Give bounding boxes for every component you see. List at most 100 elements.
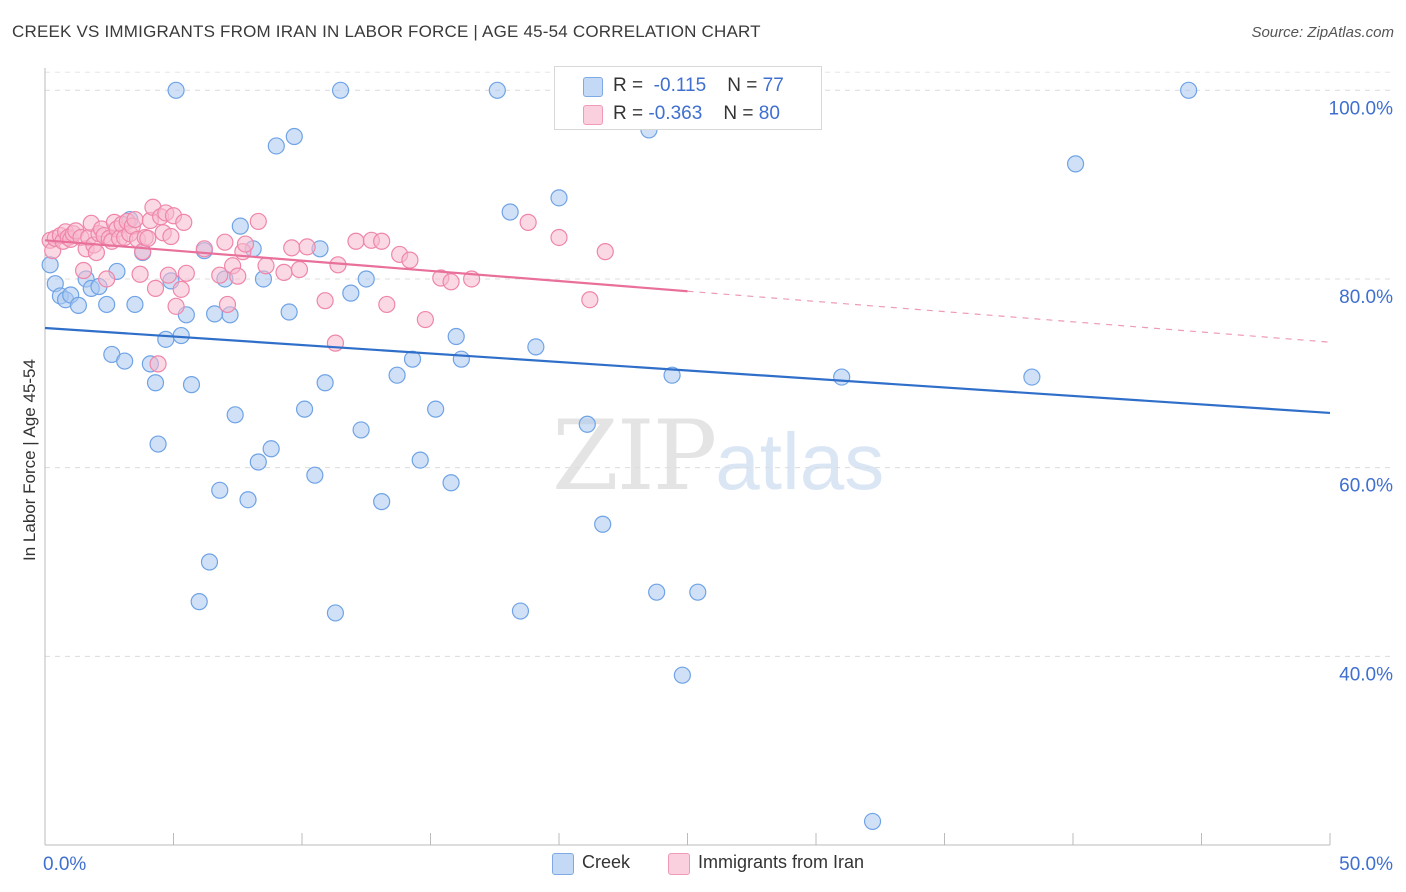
creek-trend-line: [44, 326, 1331, 415]
creek-point: [411, 451, 429, 469]
x-tick-label: 0.0%: [43, 854, 86, 875]
creek-point: [442, 474, 460, 492]
iran-point: [249, 212, 267, 231]
iran-point: [347, 232, 365, 250]
iran-point: [373, 232, 391, 250]
creek-point: [41, 256, 59, 274]
trend-lines: [44, 239, 1331, 415]
y-tick-label: 40.0%: [1339, 664, 1393, 685]
iran-point: [326, 334, 345, 352]
iran-trend-extension: [687, 290, 1331, 343]
creek-point: [550, 189, 568, 207]
iran-point: [216, 233, 234, 251]
iran-point: [98, 270, 116, 288]
data-points: [41, 81, 1198, 831]
creek-point: [167, 81, 185, 99]
creek-point: [1180, 81, 1198, 99]
creek-point: [342, 284, 360, 302]
correlation-legend: R = -0.115 N = 77 R = -0.363 N = 80: [554, 66, 822, 130]
legend-swatch-iran: [668, 853, 690, 875]
iran-point: [550, 228, 568, 247]
creek-point: [488, 81, 506, 99]
n-value-iran: 80: [758, 103, 780, 124]
creek-point: [157, 330, 175, 348]
r-label: R =: [613, 103, 644, 124]
source-label: Source: ZipAtlas.com: [1251, 24, 1394, 41]
watermark-atlas: atlas: [715, 417, 885, 506]
creek-point: [280, 303, 298, 321]
creek-point: [527, 338, 545, 356]
creek-point: [306, 466, 324, 484]
creek-point: [452, 350, 470, 368]
r-value-iran: -0.363: [648, 103, 703, 124]
legend-swatch-iran: [583, 105, 603, 125]
creek-point: [501, 203, 519, 221]
creek-point: [673, 666, 691, 684]
creek-point: [594, 515, 612, 533]
creek-point: [447, 327, 465, 346]
creek-point: [388, 366, 406, 384]
creek-point: [249, 453, 267, 471]
creek-point: [331, 81, 350, 99]
iran-point: [401, 251, 419, 269]
iran-point: [139, 229, 157, 248]
creek-point: [427, 400, 445, 418]
tick-labels: 100.0% 80.0% 60.0% 40.0% 0.0% 50.0%: [43, 98, 1393, 875]
creek-point: [200, 553, 219, 571]
creek-point: [1066, 155, 1085, 173]
creek-point: [182, 376, 201, 394]
x-tick-label: 50.0%: [1339, 854, 1393, 875]
iran-trend-line: [44, 239, 688, 293]
n-label: N =: [723, 103, 754, 124]
y-tick-label: 80.0%: [1339, 287, 1393, 308]
iran-point: [167, 297, 185, 315]
iran-point: [275, 263, 293, 281]
iran-point: [175, 213, 193, 231]
iran-point: [172, 280, 190, 298]
creek-point: [663, 366, 681, 384]
iran-point: [378, 295, 396, 314]
creek-point: [126, 295, 144, 314]
creek-point: [373, 493, 391, 511]
y-tick-label: 60.0%: [1339, 476, 1393, 497]
creek-point: [578, 415, 596, 433]
creek-point: [267, 137, 285, 155]
iran-point: [146, 279, 165, 298]
legend-swatch-creek: [583, 77, 603, 97]
iran-point: [581, 291, 599, 309]
creek-point: [226, 406, 244, 424]
creek-point: [833, 368, 851, 386]
creek-point: [863, 812, 882, 831]
creek-point: [1023, 368, 1041, 386]
creek-point: [146, 374, 165, 392]
n-label: N =: [727, 75, 758, 96]
gridlines: [45, 71, 1392, 657]
creek-point: [352, 421, 370, 439]
creek-point: [69, 296, 88, 314]
iran-point: [236, 235, 255, 253]
creek-point: [511, 602, 530, 620]
creek-point: [231, 217, 249, 235]
iran-point: [519, 213, 537, 231]
creek-point: [211, 481, 229, 499]
creek-point: [316, 374, 334, 392]
iran-point: [416, 310, 434, 329]
creek-point: [239, 491, 257, 509]
iran-point: [257, 257, 275, 275]
iran-point: [211, 266, 229, 284]
legend-label-creek: Creek: [582, 852, 631, 872]
iran-point: [149, 355, 167, 373]
chart-title: CREEK VS IMMIGRANTS FROM IRAN IN LABOR F…: [12, 22, 761, 41]
r-value-creek: -0.115: [653, 75, 707, 96]
legend-swatch-creek: [552, 853, 574, 875]
watermark: ZIPatlas: [552, 400, 884, 512]
iran-point: [177, 264, 195, 282]
iran-point: [283, 239, 301, 257]
creek-point: [295, 400, 314, 418]
iran-point: [298, 238, 316, 256]
r-label: R =: [613, 75, 644, 96]
y-tick-label: 100.0%: [1329, 98, 1394, 119]
creek-point: [357, 270, 375, 288]
creek-point: [149, 435, 167, 453]
